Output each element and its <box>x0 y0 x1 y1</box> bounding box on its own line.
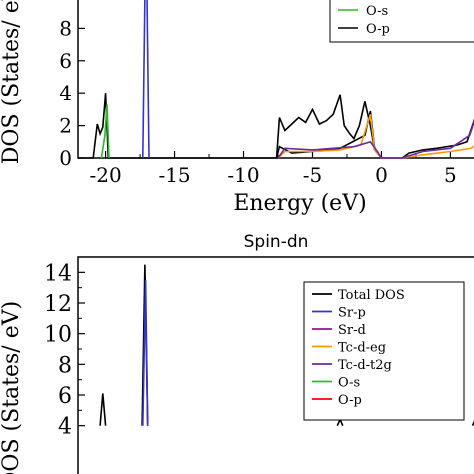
top-x-tick-label: -5 <box>303 163 322 187</box>
top-series-sr-p <box>142 0 150 159</box>
bottom-legend-label: Total DOS <box>338 288 405 303</box>
bottom-y-axis-label: DOS (States/ eV) <box>0 301 24 474</box>
bottom-y-tick-label: 8 <box>58 353 72 378</box>
bottom-series-total-dos <box>99 393 107 426</box>
top-legend-label: O-s <box>366 4 388 19</box>
bottom-legend-box <box>303 281 465 421</box>
bottom-legend-label: Tc-d-t2g <box>338 358 392 373</box>
bottom-legend-label: Tc-d-eg <box>338 341 386 356</box>
top-x-tick-label: -10 <box>227 163 259 187</box>
top-y-tick-label: 4 <box>59 81 72 105</box>
bottom-legend-label: Sr-p <box>338 306 366 321</box>
bottom-panel-title: Spin-dn <box>244 232 309 252</box>
top-series-tc-d-eg <box>277 114 474 159</box>
bottom-series-total-dos <box>471 420 474 427</box>
bottom-y-tick-label: 14 <box>44 261 72 286</box>
top-x-axis-label: Energy (eV) <box>233 191 366 216</box>
top-series-o-p <box>78 93 474 159</box>
bottom-plot-frame <box>77 256 474 474</box>
top-y-tick-label: 0 <box>59 146 72 170</box>
top-x-tick-label: -15 <box>158 163 190 187</box>
bottom-y-tick-label: 4 <box>58 415 72 440</box>
top-legend-box <box>329 0 474 43</box>
top-y-tick-label: 2 <box>59 114 72 138</box>
top-series-tc-d-t2g <box>277 120 474 159</box>
top-x-tick-label: 0 <box>375 163 388 187</box>
bottom-series-sr-p <box>142 279 149 426</box>
top-legend-label: O-p <box>366 22 390 37</box>
top-x-tick-label: -20 <box>89 163 121 187</box>
top-series-o-s <box>100 104 110 159</box>
bottom-legend-label: O-s <box>338 376 360 391</box>
bottom-y-tick-label: 10 <box>44 323 72 348</box>
top-y-tick-label: 6 <box>59 49 72 73</box>
top-y-tick-label: 8 <box>59 16 72 40</box>
bottom-legend-label: O-p <box>338 393 362 408</box>
bottom-legend-label: Sr-d <box>338 323 366 338</box>
top-y-axis-label: DOS (States/ eV) <box>0 0 24 164</box>
top-x-tick-label: 5 <box>444 163 457 187</box>
bottom-y-tick-label: 12 <box>44 292 72 317</box>
bottom-y-tick-label: 6 <box>58 384 72 409</box>
